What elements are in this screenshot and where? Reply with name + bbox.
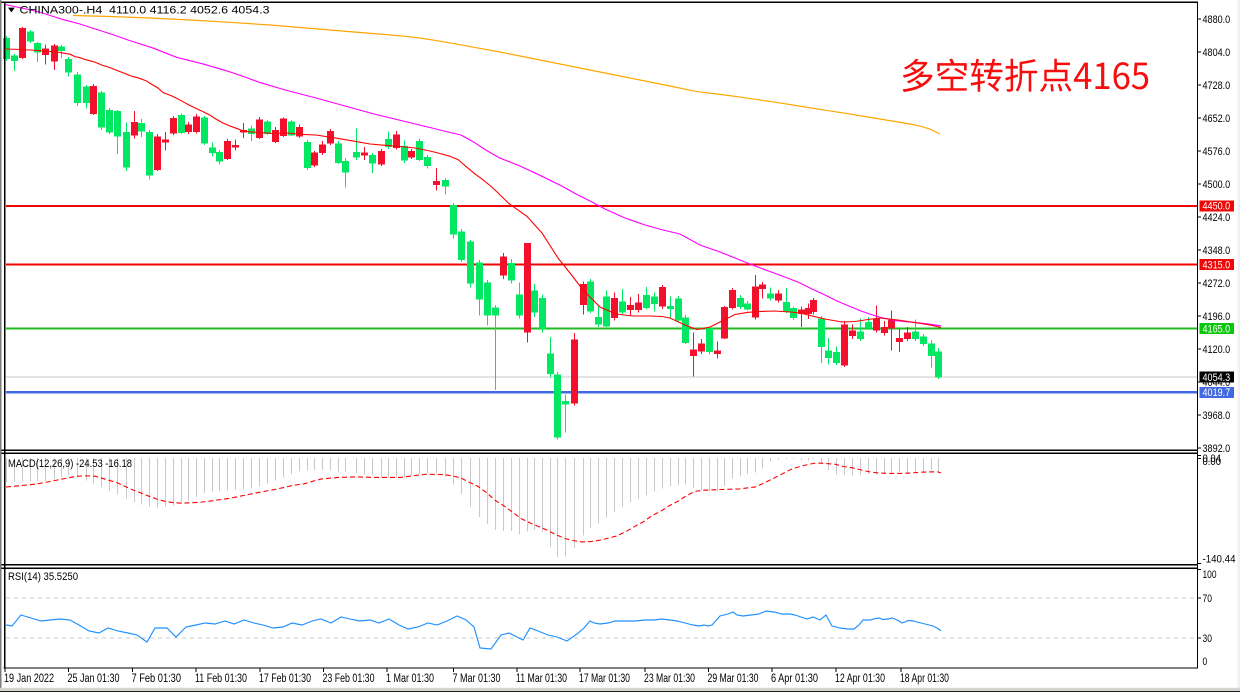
svg-text:70: 70 bbox=[1203, 593, 1213, 605]
svg-text:11 Feb 01:30: 11 Feb 01:30 bbox=[195, 673, 247, 685]
svg-text:23 Feb 01:30: 23 Feb 01:30 bbox=[323, 673, 375, 685]
svg-text:4880.0: 4880.0 bbox=[1203, 14, 1231, 26]
svg-text:30: 30 bbox=[1203, 633, 1213, 645]
svg-text:3892.0: 3892.0 bbox=[1203, 443, 1231, 455]
svg-text:4450.0: 4450.0 bbox=[1203, 201, 1231, 213]
svg-text:23 Mar 01:30: 23 Mar 01:30 bbox=[644, 673, 695, 685]
svg-text:4728.0: 4728.0 bbox=[1203, 80, 1231, 92]
svg-text:3968.0: 3968.0 bbox=[1203, 410, 1231, 422]
svg-text:4054.3: 4054.3 bbox=[1203, 372, 1231, 384]
svg-text:100: 100 bbox=[1203, 569, 1217, 581]
svg-text:MACD(12,26,9) -24.53 -16.18: MACD(12,26,9) -24.53 -16.18 bbox=[8, 458, 132, 470]
svg-text:25 Jan 01:30: 25 Jan 01:30 bbox=[68, 673, 120, 685]
svg-text:4272.0: 4272.0 bbox=[1203, 278, 1231, 290]
svg-text:4424.0: 4424.0 bbox=[1203, 212, 1231, 224]
svg-text:4500.0: 4500.0 bbox=[1203, 179, 1231, 191]
svg-text:0: 0 bbox=[1203, 656, 1208, 668]
svg-text:17 Mar 01:30: 17 Mar 01:30 bbox=[579, 673, 630, 685]
svg-text:18 Apr 01:30: 18 Apr 01:30 bbox=[900, 673, 949, 685]
svg-text:4315.0: 4315.0 bbox=[1203, 259, 1231, 271]
svg-text:RSI(14) 35.5250: RSI(14) 35.5250 bbox=[8, 571, 78, 583]
svg-text:4576.0: 4576.0 bbox=[1203, 146, 1231, 158]
svg-text:29 Mar 01:30: 29 Mar 01:30 bbox=[708, 673, 759, 685]
svg-text:CHINA300-.H4 4110.0 4116.2 40: CHINA300-.H4 4110.0 4116.2 4052.6 4054.3 bbox=[20, 5, 270, 17]
svg-text:-140.44: -140.44 bbox=[1203, 553, 1236, 565]
svg-text:17 Feb 01:30: 17 Feb 01:30 bbox=[259, 673, 311, 685]
svg-text:4804.0: 4804.0 bbox=[1203, 47, 1231, 59]
svg-text:7 Mar 01:30: 7 Mar 01:30 bbox=[453, 673, 501, 685]
svg-text:1 Mar 01:30: 1 Mar 01:30 bbox=[386, 673, 434, 685]
svg-text:0.00: 0.00 bbox=[1203, 456, 1222, 468]
svg-text:4019.7: 4019.7 bbox=[1203, 387, 1231, 399]
svg-text:7 Feb 01:30: 7 Feb 01:30 bbox=[132, 673, 182, 685]
svg-text:11 Mar 01:30: 11 Mar 01:30 bbox=[516, 673, 567, 685]
svg-text:4196.0: 4196.0 bbox=[1203, 311, 1231, 323]
svg-text:6 Apr 01:30: 6 Apr 01:30 bbox=[771, 673, 818, 685]
svg-text:19 Jan 2022: 19 Jan 2022 bbox=[4, 673, 54, 685]
svg-text:0.04: 0.04 bbox=[1203, 453, 1222, 465]
svg-text:12 Apr 01:30: 12 Apr 01:30 bbox=[835, 673, 885, 685]
svg-text:4120.0: 4120.0 bbox=[1203, 344, 1231, 356]
svg-text:4348.0: 4348.0 bbox=[1203, 245, 1231, 257]
svg-text:4165.0: 4165.0 bbox=[1203, 324, 1231, 336]
svg-text:4652.0: 4652.0 bbox=[1203, 113, 1231, 125]
